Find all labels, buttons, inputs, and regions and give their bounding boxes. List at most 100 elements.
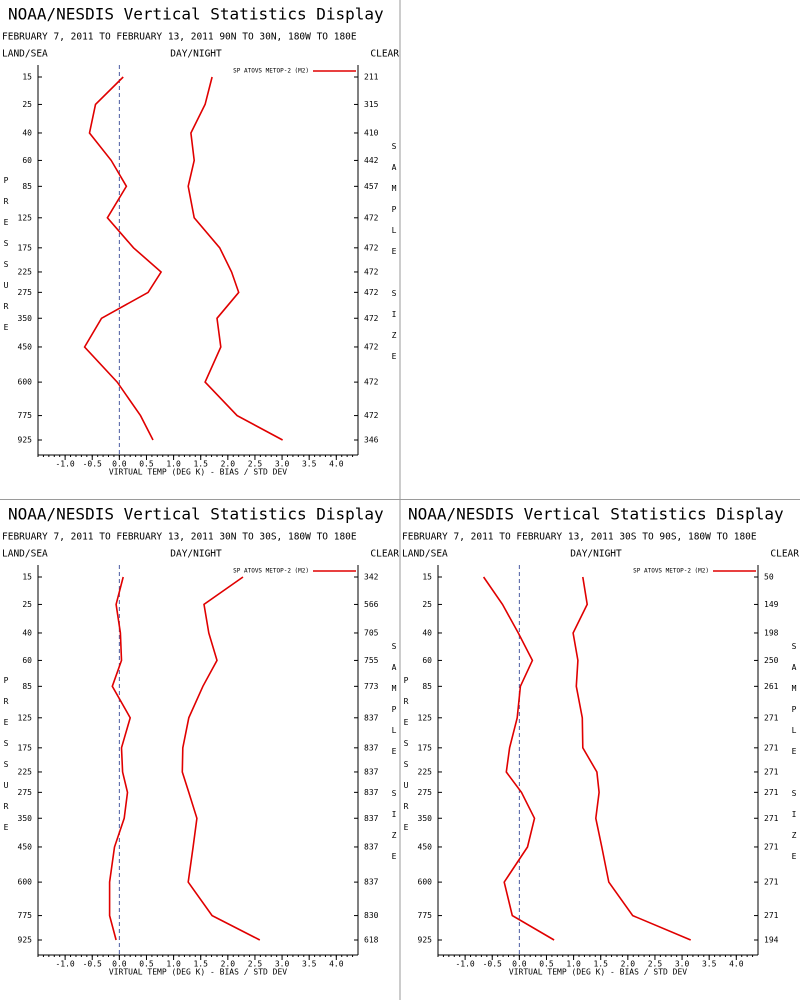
x-tick-label: 4.0 [329, 460, 344, 469]
x-tick-label: 1.0 [166, 960, 181, 969]
sample-size: 271 [764, 911, 779, 920]
legend-label: SP ATOVS METOP-2 (M2) [633, 568, 709, 575]
y-tick-label: 350 [18, 314, 33, 323]
x-tick-label: 0.5 [539, 960, 554, 969]
x-tick-label: -0.5 [483, 960, 502, 969]
std-dev-line [572, 576, 692, 941]
y-tick-label: 40 [22, 628, 32, 637]
chart-title: NOAA/NESDIS Vertical Statistics Display [8, 505, 384, 524]
bias-line [83, 76, 163, 441]
x-tick-label: 4.0 [329, 960, 344, 969]
sample-size: 618 [364, 936, 379, 945]
y-tick-label: 25 [22, 600, 32, 609]
sample-size: 271 [764, 878, 779, 887]
sample-size: 50 [764, 573, 774, 582]
y-tick-label: 225 [18, 767, 33, 776]
chart-title: NOAA/NESDIS Vertical Statistics Display [8, 5, 384, 24]
left-label: LAND/SEA [402, 549, 448, 560]
x-tick-label: -1.0 [455, 960, 474, 969]
x-tick-label: -0.5 [83, 960, 102, 969]
y-tick-label: 60 [422, 656, 432, 665]
x-tick-label: 3.5 [302, 960, 317, 969]
y-tick-label: 85 [22, 682, 32, 691]
sample-size: 837 [364, 788, 379, 797]
chart-subtitle: FEBRUARY 7, 2011 TO FEBRUARY 13, 2011 30… [2, 532, 357, 543]
x-tick-label: 2.5 [648, 960, 663, 969]
x-tick-label: 2.0 [221, 960, 236, 969]
y-tick-label: 450 [418, 842, 433, 851]
y-tick-label: 175 [18, 743, 33, 752]
bias-line [108, 576, 132, 941]
y-tick-label: 40 [22, 128, 32, 137]
sample-size: 271 [764, 842, 779, 851]
x-tick-label: -0.5 [83, 460, 102, 469]
sample-size: 837 [364, 767, 379, 776]
x-tick-label: 2.0 [221, 460, 236, 469]
x-axis-label: VIRTUAL TEMP (DEG K) - BIAS / STD DEV [109, 468, 287, 477]
y-tick-label: 15 [422, 573, 432, 582]
x-tick-label: 1.0 [566, 960, 581, 969]
x-tick-label: 0.0 [512, 960, 527, 969]
y-tick-label: 775 [18, 911, 33, 920]
x-tick-label: 0.0 [112, 960, 127, 969]
y-axis-label: PRESSURE [402, 676, 411, 844]
std-dev-line [187, 76, 283, 441]
right-label: CLEAR [770, 549, 799, 560]
x-tick-label: 3.0 [675, 960, 690, 969]
sample-size: 149 [764, 600, 779, 609]
y-tick-label: 125 [418, 713, 433, 722]
sample-size: 194 [764, 936, 779, 945]
y2-axis-label: SAMPLE SIZE [790, 642, 799, 873]
y2-axis-label: SAMPLE SIZE [390, 142, 399, 373]
sample-size: 211 [364, 73, 379, 82]
sample-size: 472 [364, 314, 379, 323]
y-tick-label: 925 [418, 936, 433, 945]
sample-size: 271 [764, 767, 779, 776]
sample-size: 705 [364, 628, 379, 637]
y-tick-label: 450 [18, 342, 33, 351]
y-tick-label: 15 [22, 573, 32, 582]
sample-size: 837 [364, 814, 379, 823]
std-dev-line [181, 576, 261, 941]
y-tick-label: 15 [22, 73, 32, 82]
sample-size: 472 [364, 243, 379, 252]
sample-size: 271 [764, 814, 779, 823]
y-tick-label: 85 [422, 682, 432, 691]
legend-label: SP ATOVS METOP-2 (M2) [233, 568, 309, 575]
chart-subtitle: FEBRUARY 7, 2011 TO FEBRUARY 13, 2011 30… [402, 532, 757, 543]
sample-size: 472 [364, 411, 379, 420]
y-tick-label: 125 [18, 713, 33, 722]
sample-size: 837 [364, 842, 379, 851]
sample-size: 566 [364, 600, 379, 609]
x-tick-label: 2.0 [621, 960, 636, 969]
x-tick-label: 3.5 [702, 960, 717, 969]
y-tick-label: 600 [418, 878, 433, 887]
center-label: DAY/NIGHT [570, 549, 622, 560]
y-tick-label: 25 [22, 100, 32, 109]
panel: NOAA/NESDIS Vertical Statistics Display F… [2, 505, 400, 977]
chart-title: NOAA/NESDIS Vertical Statistics Display [408, 505, 784, 524]
y-tick-label: 350 [18, 814, 33, 823]
sample-size: 198 [764, 628, 779, 637]
sample-size: 410 [364, 128, 379, 137]
sample-size: 773 [364, 682, 379, 691]
bias-line [482, 576, 555, 941]
y-tick-label: 350 [418, 814, 433, 823]
sample-size: 346 [364, 436, 379, 445]
x-tick-label: 3.5 [302, 460, 317, 469]
x-tick-label: 0.5 [139, 960, 154, 969]
x-axis-label: VIRTUAL TEMP (DEG K) - BIAS / STD DEV [509, 968, 687, 977]
y-axis-label: PRESSURE [2, 176, 11, 344]
y-tick-label: 225 [18, 267, 33, 276]
sample-size: 472 [364, 267, 379, 276]
sample-size: 261 [764, 682, 779, 691]
sample-size: 271 [764, 788, 779, 797]
sample-size: 837 [364, 713, 379, 722]
sample-size: 442 [364, 156, 379, 165]
y-tick-label: 175 [418, 743, 433, 752]
sample-size: 457 [364, 182, 379, 191]
left-label: LAND/SEA [2, 49, 48, 60]
y-tick-label: 40 [422, 628, 432, 637]
y-tick-label: 275 [18, 788, 33, 797]
x-tick-label: 3.0 [275, 460, 290, 469]
